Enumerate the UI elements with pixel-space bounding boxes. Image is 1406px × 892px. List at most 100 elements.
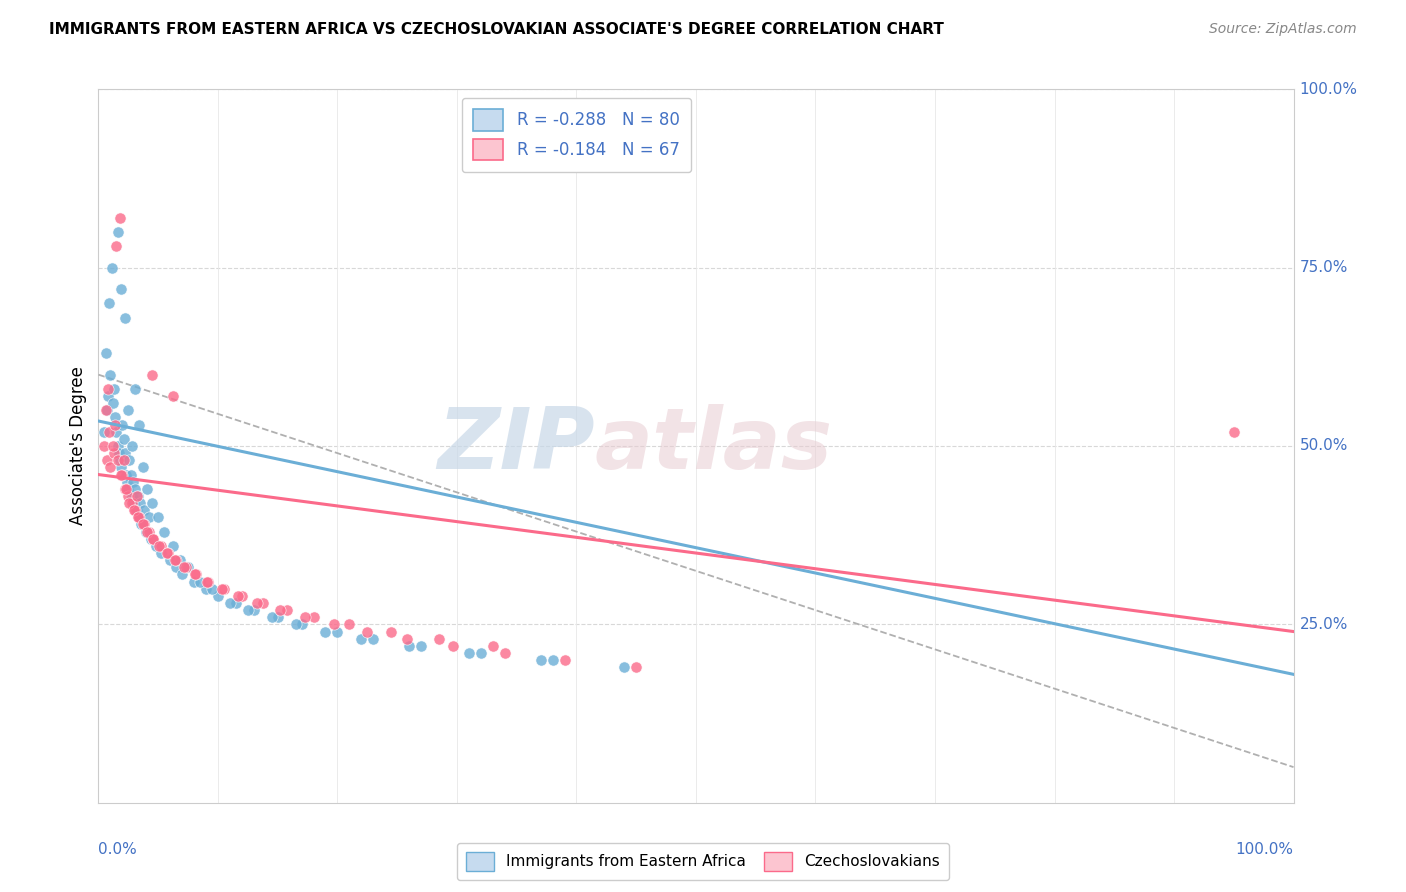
- Legend: R = -0.288   N = 80, R = -0.184   N = 67: R = -0.288 N = 80, R = -0.184 N = 67: [461, 97, 692, 172]
- Point: [142, 532, 165, 546]
- Point: [212, 582, 235, 596]
- Point: [107, 446, 129, 460]
- Point: [225, 596, 247, 610]
- Point: [142, 532, 165, 546]
- Point: [186, 567, 208, 582]
- Point: [120, 467, 142, 482]
- Point: [530, 653, 553, 667]
- Point: [105, 425, 128, 439]
- Point: [141, 496, 163, 510]
- Point: [159, 553, 181, 567]
- Point: [1223, 425, 1246, 439]
- Point: [350, 632, 373, 646]
- Point: [114, 482, 136, 496]
- Point: [121, 439, 143, 453]
- Point: [115, 482, 138, 496]
- Point: [165, 560, 187, 574]
- Point: [139, 532, 162, 546]
- Point: [380, 624, 402, 639]
- Point: [231, 589, 253, 603]
- Text: 100.0%: 100.0%: [1299, 82, 1358, 96]
- Point: [458, 646, 481, 660]
- Point: [114, 310, 136, 325]
- Point: [197, 574, 219, 589]
- Point: [165, 553, 187, 567]
- Point: [131, 517, 153, 532]
- Point: [339, 617, 361, 632]
- Point: [138, 524, 160, 539]
- Point: [554, 653, 576, 667]
- Point: [148, 539, 170, 553]
- Point: [124, 503, 146, 517]
- Point: [252, 596, 274, 610]
- Point: [128, 510, 150, 524]
- Point: [470, 646, 492, 660]
- Point: [427, 632, 450, 646]
- Point: [118, 496, 141, 510]
- Point: [108, 453, 131, 467]
- Point: [124, 382, 146, 396]
- Point: [177, 560, 200, 574]
- Text: 75.0%: 75.0%: [1299, 260, 1348, 275]
- Point: [111, 467, 134, 482]
- Text: 0.0%: 0.0%: [98, 842, 138, 857]
- Point: [267, 610, 290, 624]
- Point: [104, 410, 127, 425]
- Point: [101, 439, 124, 453]
- Legend: Immigrants from Eastern Africa, Czechoslovakians: Immigrants from Eastern Africa, Czechosl…: [457, 843, 949, 880]
- Point: [115, 475, 138, 489]
- Point: [395, 632, 418, 646]
- Point: [174, 560, 197, 574]
- Point: [207, 589, 229, 603]
- Point: [269, 603, 291, 617]
- Point: [195, 582, 218, 596]
- Point: [541, 653, 564, 667]
- Point: [122, 475, 145, 489]
- Point: [219, 596, 242, 610]
- Point: [201, 582, 224, 596]
- Point: [129, 496, 152, 510]
- Point: [98, 368, 122, 382]
- Point: [441, 639, 464, 653]
- Point: [243, 603, 266, 617]
- Point: [121, 489, 143, 503]
- Point: [291, 617, 314, 632]
- Point: [107, 453, 129, 467]
- Point: [315, 624, 337, 639]
- Point: [260, 610, 283, 624]
- Point: [118, 453, 141, 467]
- Point: [101, 396, 124, 410]
- Point: [124, 503, 146, 517]
- Point: [276, 603, 298, 617]
- Point: [125, 503, 148, 517]
- Point: [136, 524, 159, 539]
- Point: [121, 496, 143, 510]
- Point: [128, 417, 150, 432]
- Point: [155, 546, 177, 560]
- Point: [141, 368, 163, 382]
- Point: [162, 539, 184, 553]
- Point: [117, 482, 139, 496]
- Point: [236, 603, 259, 617]
- Point: [131, 517, 153, 532]
- Point: [135, 524, 157, 539]
- Point: [149, 546, 172, 560]
- Point: [111, 417, 134, 432]
- Point: [117, 403, 139, 417]
- Point: [114, 446, 136, 460]
- Point: [131, 460, 153, 475]
- Point: [156, 546, 179, 560]
- Point: [103, 382, 125, 396]
- Point: [132, 503, 155, 517]
- Text: 100.0%: 100.0%: [1236, 842, 1294, 857]
- Point: [162, 389, 184, 403]
- Point: [104, 417, 127, 432]
- Point: [326, 624, 349, 639]
- Point: [138, 510, 160, 524]
- Point: [153, 524, 176, 539]
- Point: [211, 582, 233, 596]
- Point: [108, 211, 131, 225]
- Point: [127, 510, 149, 524]
- Point: [96, 403, 118, 417]
- Point: [112, 432, 135, 446]
